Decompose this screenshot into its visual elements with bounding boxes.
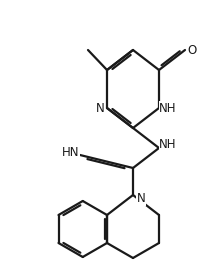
Text: HN: HN — [62, 145, 80, 158]
Text: NH: NH — [159, 101, 177, 115]
Text: NH: NH — [159, 138, 177, 152]
Text: N: N — [137, 193, 145, 206]
Text: O: O — [187, 44, 197, 56]
Text: N: N — [96, 101, 104, 115]
